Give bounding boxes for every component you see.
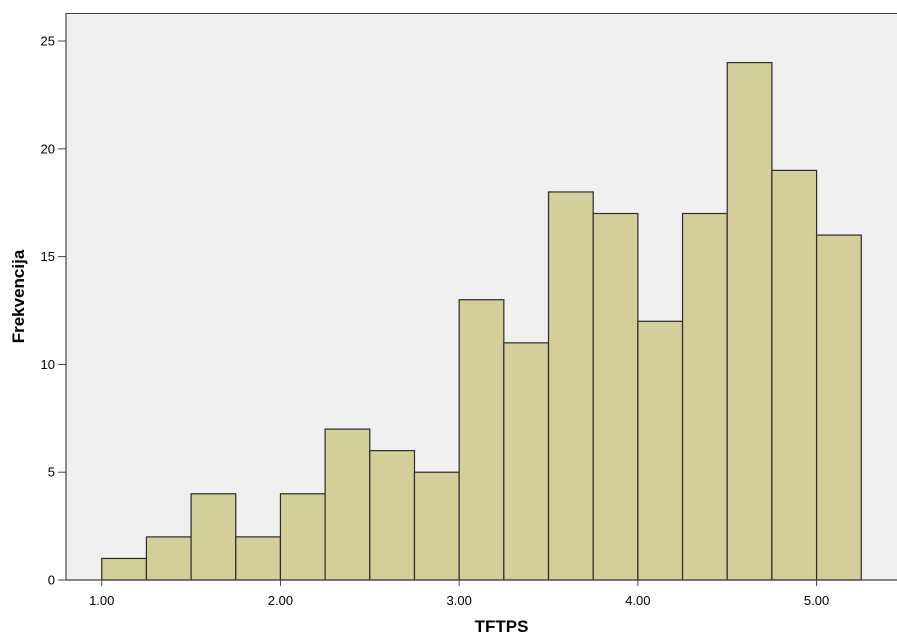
x-ticks-group: 1.00 2.00 3.00 4.00 5.00 xyxy=(89,580,829,608)
x-tick-label: 5.00 xyxy=(804,593,829,608)
x-tick-label: 2.00 xyxy=(268,593,293,608)
histogram-bar-2 xyxy=(145,536,192,581)
histogram-bar-16 xyxy=(771,169,818,581)
x-tick-label: 4.00 xyxy=(625,593,650,608)
y-tick-label: 15 xyxy=(41,249,55,264)
y-tick-label: 10 xyxy=(41,357,55,372)
histogram-bar-1 xyxy=(101,557,148,581)
bars-group xyxy=(101,61,862,581)
histogram-bar-10 xyxy=(503,342,550,581)
y-axis-title: Frekvencija xyxy=(9,249,28,343)
y-tick-label: 20 xyxy=(41,141,55,156)
x-tick-label: 1.00 xyxy=(89,593,114,608)
histogram-bar-8 xyxy=(413,471,460,581)
histogram-bar-7 xyxy=(369,450,416,581)
histogram-bar-13 xyxy=(637,320,684,581)
histogram-bar-4 xyxy=(235,536,282,581)
x-axis-title: TFTPS xyxy=(475,617,529,636)
histogram-bar-14 xyxy=(681,212,728,581)
histogram-bar-6 xyxy=(324,428,371,581)
histogram-bar-9 xyxy=(458,299,505,581)
histogram-bar-3 xyxy=(190,493,237,581)
y-tick-label: 25 xyxy=(41,34,55,49)
histogram-bar-15 xyxy=(726,61,773,581)
y-ticks-group: 0 5 10 15 20 25 xyxy=(41,34,66,588)
histogram-bar-11 xyxy=(547,191,594,581)
y-tick-label: 0 xyxy=(48,573,55,588)
histogram-bar-12 xyxy=(592,212,639,581)
x-tick-label: 3.00 xyxy=(447,593,472,608)
histogram-bar-5 xyxy=(279,493,326,581)
y-tick-label: 5 xyxy=(48,465,55,480)
histogram-bar-17 xyxy=(815,234,862,581)
